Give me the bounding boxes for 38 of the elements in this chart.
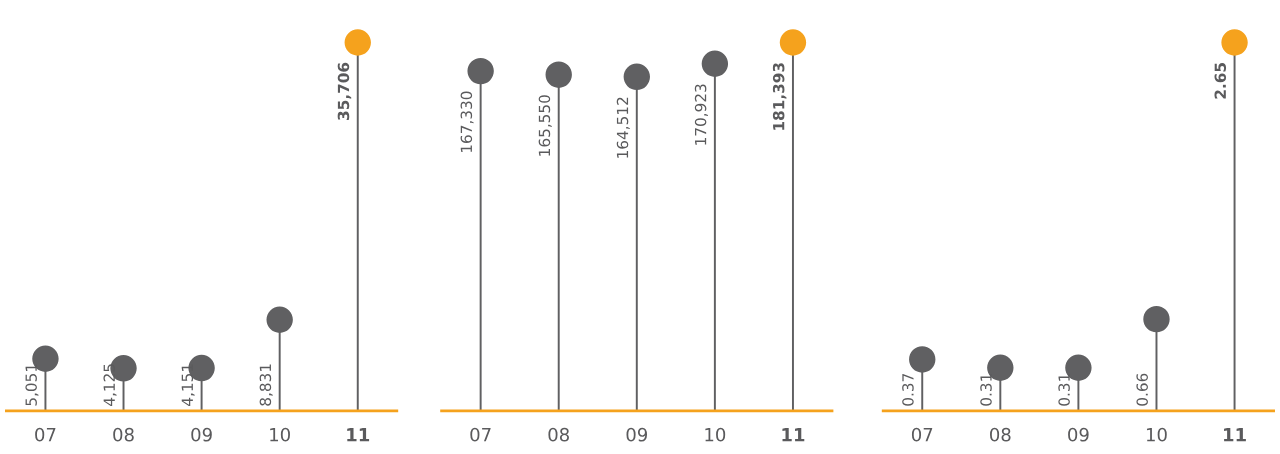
x-tick-label: 11 — [347, 428, 370, 442]
x-tick-label: 10 — [270, 427, 290, 442]
point — [1143, 305, 1170, 333]
x-tick-label: 09 — [191, 427, 212, 442]
data-label: 170,923 — [694, 84, 708, 145]
point — [909, 346, 936, 373]
x-tick-label: 07 — [35, 427, 56, 442]
point — [623, 63, 650, 90]
data-label: 5,051 — [25, 364, 39, 406]
x-tick-label: 08 — [990, 427, 1011, 442]
data-label: 164,512 — [616, 97, 630, 158]
data-label: 0.37 — [902, 373, 914, 406]
point — [1221, 29, 1248, 56]
data-label: 181,393 — [772, 63, 787, 130]
x-tick-label: 11 — [782, 428, 805, 442]
x-tick-label: 10 — [1146, 427, 1167, 442]
x-tick-label: 11 — [1224, 428, 1246, 442]
x-tick-label: 09 — [626, 427, 648, 442]
data-label: 2.65 — [1214, 63, 1227, 99]
data-label: 167,330 — [460, 91, 474, 153]
point — [344, 29, 371, 56]
point — [266, 306, 293, 333]
point — [779, 29, 807, 56]
data-label: 165,550 — [538, 95, 552, 156]
data-label: 0.31 — [980, 374, 992, 406]
data-label: 8,831 — [259, 364, 273, 406]
x-tick-label: 10 — [705, 427, 726, 442]
point — [701, 50, 729, 77]
x-tick-label: 09 — [1068, 427, 1089, 442]
point — [545, 61, 572, 88]
data-label: 0.31 — [1058, 374, 1070, 406]
data-label: 35,706 — [337, 62, 352, 120]
x-tick-label: 08 — [113, 427, 134, 442]
x-tick-label: 08 — [548, 427, 569, 442]
x-tick-label: 07 — [470, 427, 491, 442]
point — [467, 57, 494, 85]
x-tick-label: 07 — [911, 427, 933, 442]
data-label: 0.66 — [1136, 373, 1148, 406]
